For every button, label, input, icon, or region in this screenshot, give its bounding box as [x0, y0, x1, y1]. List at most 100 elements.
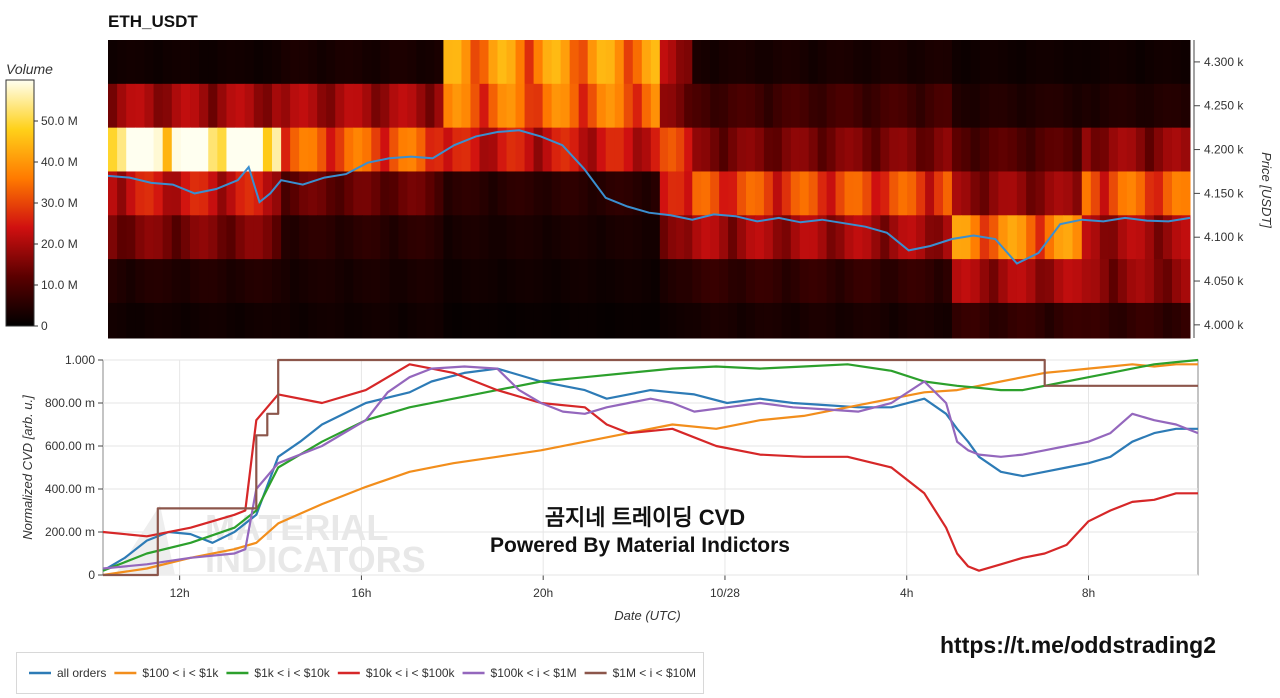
heatmap-cell — [317, 302, 327, 339]
heatmap-cell — [587, 171, 598, 216]
heatmap-cell — [650, 259, 661, 304]
heatmap-cell — [605, 171, 616, 216]
heatmap-cell — [1099, 83, 1110, 129]
x-tick-label: 4h — [900, 586, 913, 600]
heatmap-cell — [135, 302, 145, 339]
heatmap-cell — [710, 171, 720, 216]
heatmap-cell — [684, 40, 693, 85]
heatmap-cell — [335, 40, 345, 85]
heatmap-cell — [425, 215, 435, 260]
heatmap-cell — [1053, 259, 1064, 304]
heatmap-cell — [719, 259, 729, 304]
heatmap-cell — [262, 83, 273, 129]
heatmap-cell — [907, 83, 917, 129]
series-line-2 — [102, 358, 1199, 572]
heatmap-cell — [989, 259, 999, 304]
heatmap-cell — [737, 40, 747, 85]
heatmap-cell — [728, 40, 738, 85]
heatmap-cell — [763, 127, 774, 172]
heatmap-cell — [684, 171, 693, 216]
heatmap-cell — [898, 259, 908, 304]
heatmap-cell — [515, 259, 526, 304]
heatmap-cell — [208, 83, 218, 129]
heatmap-cell — [596, 259, 607, 304]
colorbar: 0 10.0 M 20.0 M 30.0 M 40.0 M 50.0 M — [5, 79, 78, 333]
heatmap-cell — [808, 40, 819, 85]
heatmap-cell — [1135, 127, 1146, 172]
heatmap-cell — [578, 302, 589, 339]
heatmap-cell — [416, 171, 426, 216]
heatmap-cell — [199, 171, 209, 216]
heatmap-cell — [226, 83, 237, 129]
heatmap-cell — [826, 215, 837, 260]
heatmap-cell — [587, 215, 598, 260]
heatmap-cell — [253, 302, 264, 339]
heatmap-cell — [684, 127, 693, 172]
series-line-0 — [102, 367, 1198, 572]
heatmap-cell — [515, 127, 526, 172]
heatmap-cell — [551, 83, 562, 129]
heatmap-cell — [692, 83, 702, 129]
heatmap-cell — [479, 302, 490, 339]
heatmap-cell — [126, 83, 136, 129]
heatmap-cell — [398, 83, 408, 129]
heatmap-cell — [226, 40, 237, 85]
heatmap-cell — [701, 302, 711, 339]
heatmap-cell — [614, 127, 625, 172]
heatmap-cell — [772, 127, 783, 172]
heatmap-cell — [1026, 302, 1036, 339]
heatmap-cell — [1135, 259, 1146, 304]
heatmap-cell — [217, 171, 227, 216]
heatmap-cell — [676, 40, 685, 85]
heatmap-cell — [970, 259, 981, 304]
heatmap-cell — [371, 259, 381, 304]
heatmap-cell — [710, 259, 720, 304]
heatmap-cell — [781, 83, 792, 129]
heatmap-cell — [650, 171, 661, 216]
footer-url[interactable]: https://t.me/oddstrading2 — [940, 632, 1216, 658]
heatmap-cell — [719, 83, 729, 129]
heatmap-cell — [1072, 215, 1083, 260]
heatmap-cell — [326, 127, 336, 172]
heatmap-cell — [799, 127, 810, 172]
heatmap-cell — [951, 259, 962, 304]
heatmap-cell — [1007, 302, 1018, 339]
heatmap-cell — [844, 215, 854, 260]
heatmap-cell — [371, 215, 381, 260]
heatmap-cell — [162, 302, 173, 339]
heatmap-cell — [898, 83, 908, 129]
heatmap-cell — [290, 259, 300, 304]
heatmap-cell — [605, 215, 616, 260]
heatmap-cell — [684, 83, 693, 129]
heatmap-cell — [344, 302, 354, 339]
heatmap-cell — [208, 171, 218, 216]
heatmap-cell — [506, 215, 517, 260]
heatmap-cell — [190, 215, 200, 260]
heatmap-cell — [144, 83, 155, 129]
heatmap-cell — [817, 127, 828, 172]
heatmap-cell — [533, 259, 544, 304]
heatmap-cell — [754, 215, 765, 260]
heatmap-cell — [1162, 127, 1173, 172]
heatmap-cell — [1099, 259, 1110, 304]
series-line-1 — [102, 363, 1198, 577]
heatmap-cell — [916, 171, 926, 216]
heatmap-cell — [1162, 215, 1173, 260]
heatmap-cell — [578, 40, 589, 85]
heatmap-cell — [162, 171, 173, 216]
x-tick-label: 16h — [351, 586, 371, 600]
y-tick-label: 0 — [88, 568, 95, 582]
heatmap-cell — [208, 302, 218, 339]
heatmap-cell — [452, 215, 462, 260]
heatmap-cell — [371, 171, 381, 216]
heatmap-cell — [659, 259, 669, 304]
price-tick-label: 4.100 k — [1204, 230, 1244, 244]
heatmap-cell — [153, 127, 164, 172]
heatmap-cell — [889, 259, 899, 304]
heatmap-cell — [244, 302, 255, 339]
heatmap-cell — [641, 302, 652, 339]
heatmap-cell — [578, 127, 589, 172]
heatmap-cell — [362, 127, 372, 172]
heatmap-cell — [425, 302, 435, 339]
heatmap-cell — [835, 302, 846, 339]
